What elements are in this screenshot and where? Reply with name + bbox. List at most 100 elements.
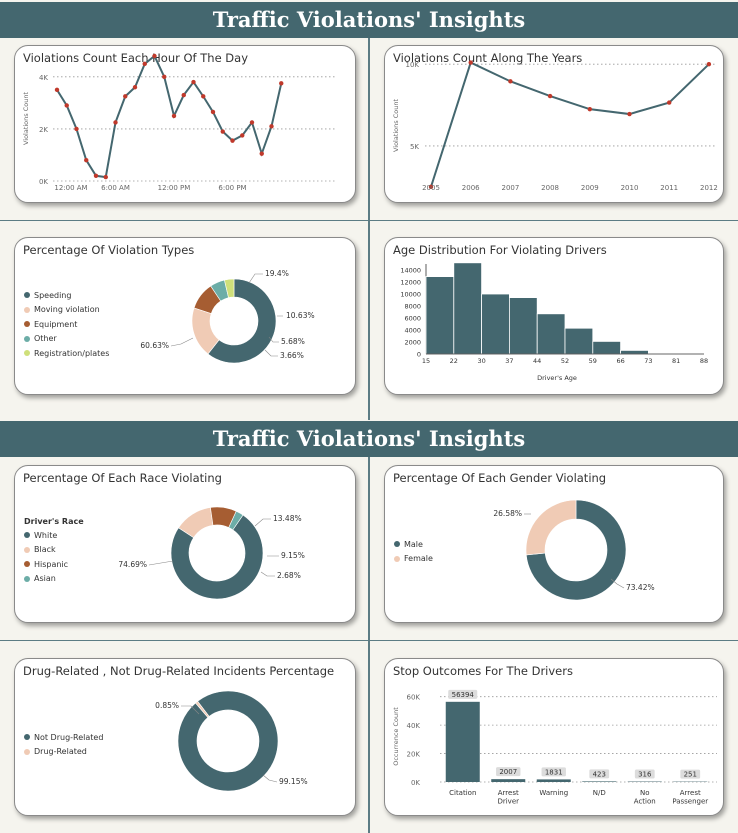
legend-item: Female: [394, 552, 433, 567]
x-tick-label: 2008: [541, 184, 559, 192]
x-tick-label: 2006: [462, 184, 480, 192]
x-tick-label: 59: [589, 357, 597, 365]
violation-types-donut: 60.63% 19.4% 10.63% 5.68% 3.66%: [140, 269, 315, 364]
value-label-bg: [634, 769, 655, 779]
gender-card: Percentage Of Each Gender Violating Male…: [384, 465, 724, 623]
donut-slice: [525, 499, 577, 556]
grid-divider: [0, 220, 738, 221]
violation-types-card: Percentage Of Violation Types Speeding M…: [14, 237, 356, 395]
data-point: [152, 53, 157, 59]
race-legend: Driver's Race White Black Hispanic Asian: [24, 517, 84, 586]
y-axis-label: Occurrence Count: [392, 707, 400, 766]
data-point: [191, 79, 196, 85]
slice-value-label: 3.66%: [280, 351, 304, 360]
data-point: [64, 103, 69, 108]
legend-swatch: [24, 734, 30, 741]
data-point: [93, 173, 99, 178]
x-tick-label: Warning: [539, 789, 568, 797]
slice-value-label: 73.42%: [626, 583, 655, 592]
bar: [582, 781, 617, 782]
legend-label: Registration/plates: [34, 348, 110, 358]
series-line: [56, 54, 283, 179]
legend-label: Drug-Related: [34, 747, 87, 757]
value-label-bg: [680, 769, 701, 779]
y-tick-label: 60K: [407, 694, 421, 702]
legend-swatch: [394, 555, 400, 562]
grid-divider: [0, 640, 738, 641]
y-tick-label: 4K: [39, 74, 48, 82]
x-tick-label: Action: [634, 798, 656, 806]
hourly-line-chart: 0K 2K 4K Violations Count 12:00 AM 6:00 AM 12:…: [22, 53, 337, 192]
slice-value-label: 9.15%: [281, 551, 305, 560]
race-legend-title: Driver's Race: [24, 517, 84, 526]
drug-legend: Not Drug-Related Drug-Related: [24, 730, 103, 759]
y-axis-label: Violations Count: [22, 92, 30, 146]
x-axis-label: Driver's Age: [537, 374, 577, 382]
drug-donut: 99.15% 0.85%: [155, 690, 308, 792]
legend-item: Not Drug-Related: [24, 730, 103, 745]
label-leader-line: [268, 336, 279, 343]
donut-slice: [170, 514, 264, 600]
y-tick-label: 10K: [406, 61, 420, 69]
y-tick-label: 8000: [404, 303, 421, 311]
series-line: [430, 61, 710, 188]
y-tick-label: 6000: [404, 315, 421, 323]
legend-item: Male: [394, 537, 433, 552]
label-leader-line: [254, 518, 271, 527]
legend-swatch: [24, 335, 30, 342]
x-tick-label: 88: [700, 357, 708, 365]
slice-value-label: 19.4%: [265, 269, 289, 278]
data-point: [142, 61, 147, 67]
data-point: [123, 94, 128, 99]
x-tick-label: 66: [616, 357, 624, 365]
x-tick-label: 30: [477, 357, 485, 365]
gender-chart-title: Percentage Of Each Gender Violating: [393, 471, 607, 485]
legend-swatch: [24, 546, 30, 553]
data-point: [259, 151, 264, 156]
legend-label: White: [34, 530, 58, 540]
data-point: [468, 60, 473, 65]
gender-donut: 73.42% 26.58%: [493, 499, 655, 601]
data-point: [181, 92, 186, 98]
label-leader-line: [248, 273, 263, 284]
y-tick-label: 40K: [407, 722, 421, 730]
data-point: [74, 126, 79, 132]
y-tick-label: 20K: [407, 751, 421, 759]
legend-label: Speeding: [34, 290, 72, 300]
y-tick-label: 2000: [404, 339, 421, 347]
slice-value-label: 2.68%: [277, 571, 301, 580]
y-tick-label: 12000: [400, 279, 421, 287]
age-distribution-card: Age Distribution For Violating Drivers 0…: [384, 237, 724, 395]
legend-item: Black: [24, 543, 84, 558]
data-point: [508, 79, 513, 84]
drug-related-card: Drug-Related , Not Drug-Related Incident…: [14, 658, 356, 816]
histogram-bar: [453, 262, 483, 355]
label-leader-line: [260, 571, 275, 577]
data-point: [210, 109, 216, 115]
legend-swatch: [24, 292, 30, 299]
value-label-bg: [448, 689, 478, 699]
y-tick-label: 0K: [39, 178, 48, 186]
label-leader-line: [610, 578, 625, 589]
donut-slice: [207, 278, 277, 364]
x-tick-label: 37: [505, 357, 513, 365]
grid-divider: [368, 457, 370, 833]
data-point: [428, 184, 434, 190]
legend-item: Hispanic: [24, 557, 84, 572]
bar-value-label: 251: [684, 771, 697, 779]
yearly-violations-card: Violations Count Along The Years 5K 10K Vi…: [384, 45, 724, 203]
race-chart-title: Percentage Of Each Race Violating: [23, 471, 222, 485]
legend-label: Female: [404, 554, 433, 564]
gender-legend: Male Female: [394, 537, 433, 566]
age-histogram: 0 2000 4000 6000 8000 10000 12000 14000 15 22 30 37…: [400, 262, 708, 382]
data-point: [249, 120, 255, 125]
violation-types-legend: Speeding Moving violation Equipment Othe…: [24, 288, 109, 361]
label-leader-line: [262, 774, 278, 783]
race-card: Percentage Of Each Race Violating Driver…: [14, 465, 356, 623]
dashboard-banner-bottom: Traffic Violations' Insights: [0, 421, 738, 457]
x-tick-label: 52: [561, 357, 569, 365]
legend-label: Other: [34, 334, 57, 344]
data-point: [547, 93, 553, 99]
slice-value-label: 0.85%: [155, 701, 179, 710]
x-tick-label: Passenger: [672, 798, 708, 806]
